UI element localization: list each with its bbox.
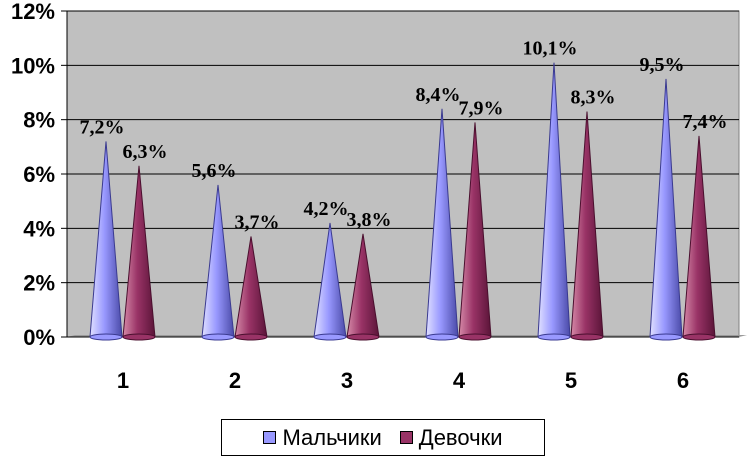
x-tick-label: 5 <box>565 368 577 393</box>
cone-base <box>89 333 123 341</box>
cone-base <box>234 333 268 341</box>
x-tick-label: 4 <box>453 368 466 393</box>
cone-base <box>346 333 380 341</box>
cone-girls-3 <box>346 233 380 341</box>
legend-item-boys: Мальчики <box>263 424 382 451</box>
y-tick-label: 12% <box>11 0 55 24</box>
data-label-girls-4: 7,9% <box>459 97 504 119</box>
y-axis-tick-labels: 0% 2% 4% 6% 8% 10% 12% <box>11 0 55 350</box>
data-label-boys-1: 7,2% <box>80 116 125 138</box>
gridlines <box>61 10 739 338</box>
cone-girls-4 <box>458 122 492 341</box>
y-tick-label: 2% <box>23 271 55 296</box>
legend-swatch-girls <box>399 431 413 444</box>
cone-boys-1 <box>89 141 123 341</box>
cone-boys-6 <box>649 78 683 341</box>
cone-boys-2 <box>201 184 235 341</box>
data-label-girls-3: 3,8% <box>347 209 392 231</box>
cone-base <box>458 333 492 341</box>
cone-girls-2 <box>234 236 268 341</box>
data-label-boys-4: 8,4% <box>416 84 461 106</box>
x-axis-tick-labels: 1 2 3 4 5 6 <box>117 368 689 393</box>
data-labels: 7,2% 6,3% 5,6% 3,7% 4,2%3,8% 8,4%7,9% 10,1% 8,3… <box>80 38 728 234</box>
cone-base <box>537 333 571 341</box>
x-tick-label: 6 <box>677 368 689 393</box>
data-label-boys-6: 9,5% <box>640 54 685 76</box>
cone-boys-3 <box>313 222 347 341</box>
data-label-girls-5: 8,3% <box>571 87 616 109</box>
legend-swatch-boys <box>263 431 277 444</box>
x-tick-label: 1 <box>117 368 129 393</box>
cone-girls-1 <box>122 165 156 341</box>
y-tick-label: 8% <box>23 108 55 133</box>
x-tick-label: 2 <box>229 368 241 393</box>
data-label-girls-1: 6,3% <box>123 141 168 163</box>
cone-base <box>122 333 156 341</box>
y-tick-label: 10% <box>11 53 55 78</box>
cone-marks <box>89 62 716 341</box>
y-tick-label: 0% <box>23 325 55 350</box>
cone-base <box>682 333 716 341</box>
cone-girls-5 <box>570 111 604 341</box>
y-tick-label: 4% <box>23 216 55 241</box>
cone-base <box>649 333 683 341</box>
cone-girls-6 <box>682 135 716 341</box>
data-label-boys-3: 4,2% <box>304 198 349 220</box>
y-tick-label: 6% <box>23 162 55 187</box>
data-label-boys-5: 10,1% <box>523 38 578 60</box>
cone-base <box>425 333 459 341</box>
legend-label-boys: Мальчики <box>282 424 382 450</box>
x-tick-label: 3 <box>341 368 353 393</box>
data-label-girls-6: 7,4% <box>683 111 728 133</box>
data-label-boys-2: 5,6% <box>192 160 237 182</box>
cone-base <box>201 333 235 341</box>
legend: Мальчики Девочки <box>221 419 545 456</box>
legend-label-girls: Девочки <box>418 424 503 450</box>
cone-boys-4 <box>425 108 459 341</box>
cone-base <box>570 333 604 341</box>
data-label-girls-2: 3,7% <box>235 211 280 233</box>
cone-boys-5 <box>537 62 571 341</box>
cone-base <box>313 333 347 341</box>
legend-item-girls: Девочки <box>399 424 503 451</box>
